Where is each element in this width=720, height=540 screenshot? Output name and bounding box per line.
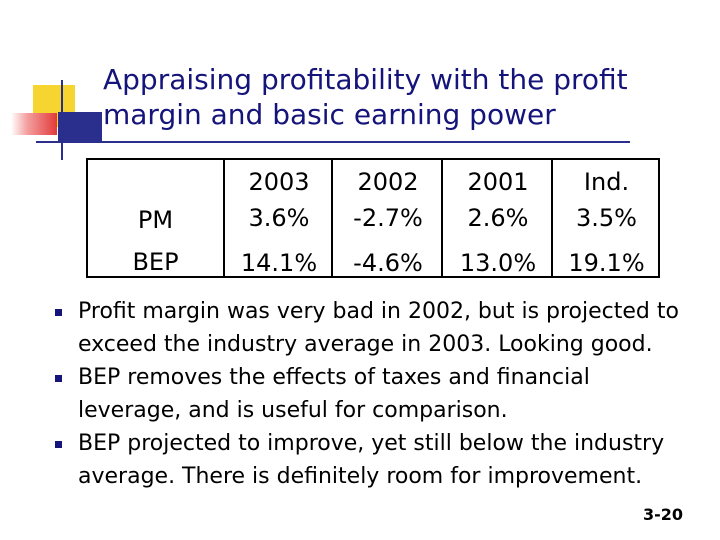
decor-vertical-line (61, 80, 63, 160)
bep-2003: 14.1% (240, 249, 318, 277)
pm-2003: 3.6% (248, 204, 310, 232)
bullet-text: BEP removes the effects of taxes and fin… (78, 365, 590, 423)
column-2002: 2002 -2.7% -4.6% (331, 160, 443, 277)
title-underline (36, 141, 630, 143)
row-label-bep: BEP (132, 248, 179, 276)
bep-2002: -4.6% (353, 249, 423, 277)
bullet-text: Profit margin was very bad in 2002, but … (78, 299, 679, 357)
row-label-pm: PM (137, 206, 174, 234)
bullet-text: BEP projected to improve, yet still belo… (78, 431, 665, 489)
pm-2001: 2.6% (467, 204, 529, 232)
bullet-item: BEP removes the effects of taxes and fin… (55, 361, 695, 427)
bep-industry: 19.1% (568, 249, 645, 277)
header-2002: 2002 (357, 168, 419, 196)
square-bullet-icon (55, 441, 62, 448)
ratio-table: PM BEP 2003 3.6% 14.1% 2002 -2.7% -4.6% … (86, 158, 660, 278)
bep-2001: 13.0% (459, 249, 537, 277)
bullet-item: Profit margin was very bad in 2002, but … (55, 295, 695, 361)
header-2001: 2001 (467, 168, 529, 196)
square-bullet-icon (55, 375, 62, 382)
bullet-item: BEP projected to improve, yet still belo… (55, 427, 695, 493)
header-2003: 2003 (248, 168, 310, 196)
pm-industry: 3.5% (576, 204, 637, 232)
column-2003: 2003 3.6% 14.1% (223, 160, 333, 277)
row-labels-column: PM BEP (88, 160, 223, 276)
slide-title: Appraising profitability with the profit… (103, 62, 703, 132)
square-bullet-icon (55, 309, 62, 316)
column-industry: Ind. 3.5% 19.1% (551, 160, 660, 277)
bullet-list: Profit margin was very bad in 2002, but … (55, 295, 695, 493)
column-2001: 2001 2.6% 13.0% (441, 160, 553, 277)
title-line-1: Appraising profitability with the profit (103, 63, 628, 96)
slide-number: 3-20 (642, 505, 683, 524)
decor-blue-square (58, 112, 102, 142)
decor-red-bar (11, 113, 57, 135)
title-line-2: margin and basic earning power (103, 98, 556, 131)
pm-2002: -2.7% (353, 204, 423, 232)
header-industry: Ind. (583, 168, 630, 196)
